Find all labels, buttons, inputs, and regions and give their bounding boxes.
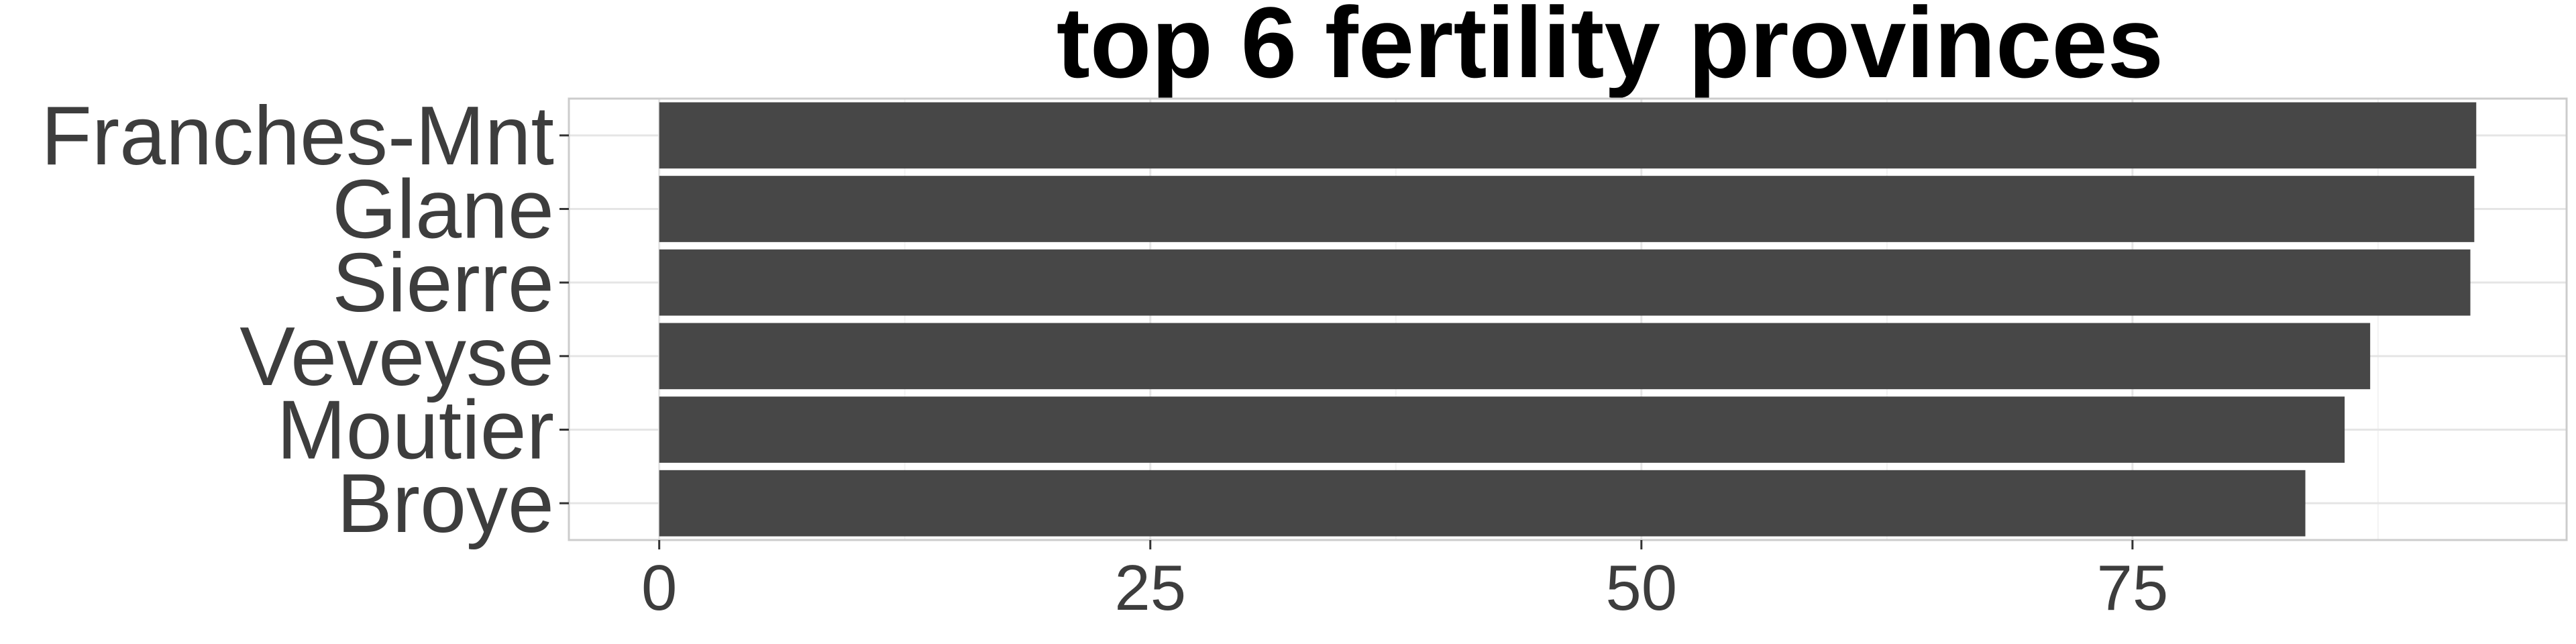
x-tick-label: 25: [1114, 552, 1186, 624]
y-tick-label: Franches-Mnt: [41, 90, 554, 182]
y-tick-label: Glane: [332, 164, 554, 256]
bar-franches-mnt: [659, 102, 2477, 169]
x-tick-label: 0: [641, 552, 677, 624]
y-tick-label: Moutier: [277, 384, 554, 477]
bar-moutier: [659, 396, 2345, 463]
x-tick-label: 50: [1605, 552, 1677, 624]
bar-glane: [659, 176, 2475, 242]
panel-border: [568, 97, 2568, 541]
y-axis: Franches-MntGlaneSierreVeveyseMoutierBro…: [41, 90, 569, 550]
bars: [659, 102, 2477, 537]
x-axis: 0 25 50 75: [641, 540, 2168, 624]
bar-sierre: [659, 249, 2471, 316]
y-tick-label: Veveyse: [239, 311, 554, 403]
chart-title: top 6 fertility provinces: [1057, 0, 2163, 99]
bar-veveyse: [659, 323, 2371, 390]
x-tick-label: 75: [2096, 552, 2168, 624]
y-tick-label: Sierre: [332, 237, 554, 329]
bar-broye: [659, 470, 2306, 537]
y-tick-label: Broye: [337, 458, 554, 550]
